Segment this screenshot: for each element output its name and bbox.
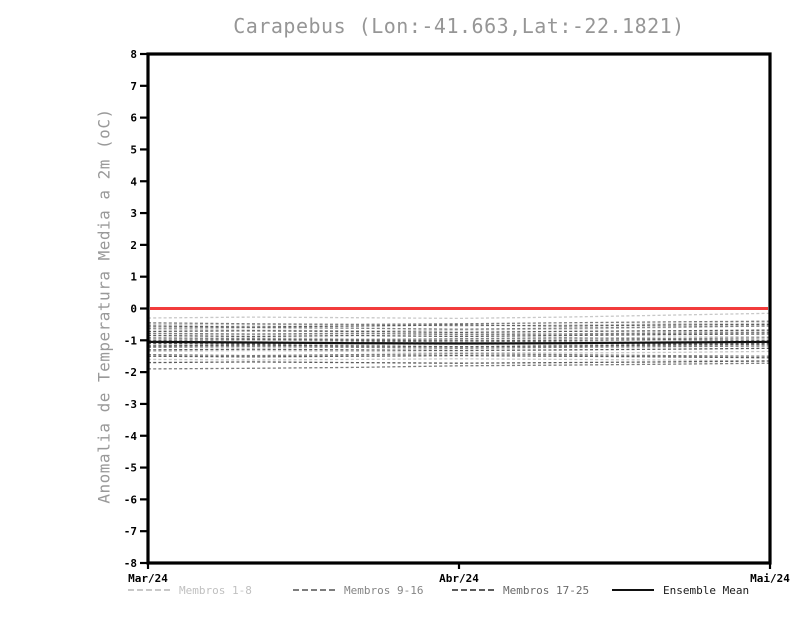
svg-text:7: 7 — [130, 80, 137, 93]
svg-text:5: 5 — [130, 143, 137, 156]
svg-text:-6: -6 — [124, 493, 138, 506]
svg-text:-8: -8 — [124, 557, 137, 570]
chart-title: Carapebus (Lon:-41.663,Lat:-22.1821) — [233, 14, 685, 38]
legend-label: Ensemble Mean — [663, 583, 750, 597]
svg-text:-3: -3 — [124, 398, 137, 411]
svg-text:8: 8 — [130, 48, 137, 61]
dashed-line-icon — [293, 589, 335, 591]
svg-text:-1: -1 — [124, 334, 138, 347]
svg-text:3: 3 — [130, 207, 137, 220]
solid-line-icon — [612, 589, 654, 591]
svg-text:6: 6 — [130, 112, 137, 125]
svg-text:-7: -7 — [124, 525, 137, 538]
svg-text:Mai/24: Mai/24 — [750, 572, 790, 585]
legend-entry-membros-9-16: Membros 9-16 — [293, 583, 423, 597]
dashed-line-icon — [128, 589, 170, 591]
svg-text:-4: -4 — [124, 430, 138, 443]
svg-text:Abr/24: Abr/24 — [439, 572, 479, 585]
svg-text:1: 1 — [130, 271, 137, 284]
legend-label: Membros 17-25 — [503, 583, 590, 597]
legend-entry-ensemble-mean: Ensemble Mean — [612, 583, 749, 597]
svg-text:-2: -2 — [124, 366, 137, 379]
svg-text:-5: -5 — [124, 462, 137, 475]
legend-entry-membros-1-8: Membros 1-8 — [128, 583, 252, 597]
legend-label: Membros 1-8 — [179, 583, 252, 597]
svg-text:Mar/24: Mar/24 — [128, 572, 168, 585]
legend: Membros 1-8 Membros 9-16 Membros 17-25 E… — [0, 583, 800, 599]
svg-text:2: 2 — [130, 239, 137, 252]
legend-label: Membros 9-16 — [344, 583, 424, 597]
dashed-line-icon — [452, 589, 494, 591]
svg-text:0: 0 — [130, 303, 137, 316]
legend-entry-membros-17-25: Membros 17-25 — [452, 583, 589, 597]
svg-text:4: 4 — [130, 175, 137, 188]
